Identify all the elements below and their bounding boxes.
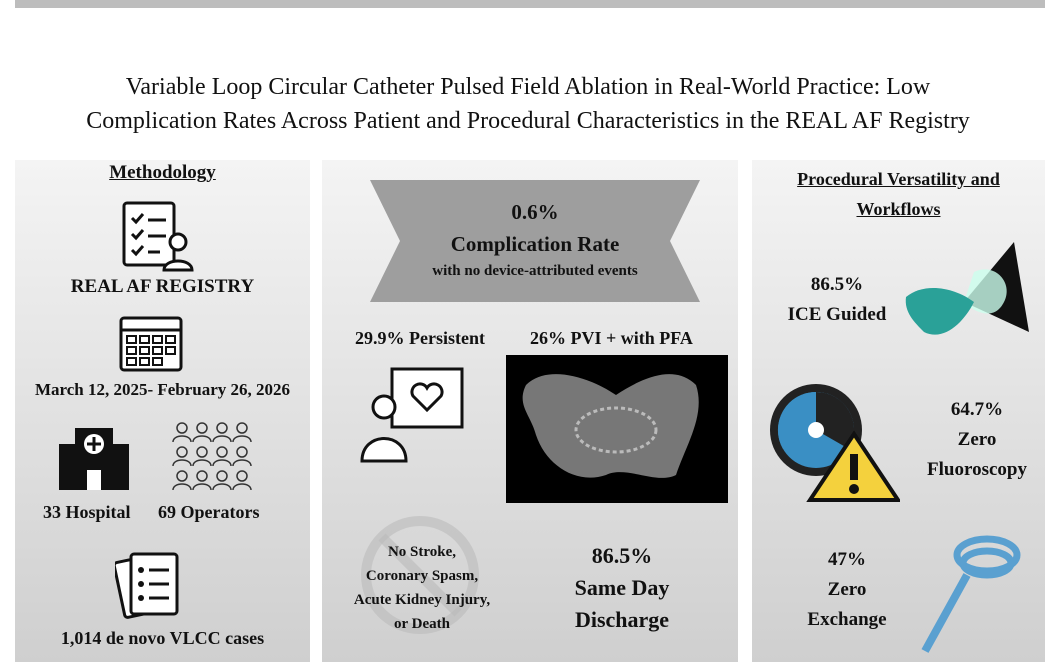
ice-label: ICE Guided <box>787 304 887 325</box>
cases-icon <box>115 552 179 619</box>
methodology-panel: Methodology REAL AF REGISTRY March 12, 2… <box>15 160 310 662</box>
versatility-panel: Procedural Versatility and Workflows 86.… <box>752 160 1045 662</box>
ice-image <box>905 242 1029 335</box>
fluoro: 64.7% Zero Fluoroscopy <box>912 395 1042 485</box>
title-line: Variable Loop Circular Catheter Pulsed F… <box>125 74 931 100</box>
calendar-icon <box>119 316 183 372</box>
catheter-icon <box>921 535 1021 653</box>
doctor-icon <box>360 367 464 463</box>
pvi: 26% PVI + with PFA <box>530 328 693 348</box>
operators-icon <box>172 422 252 491</box>
heading: Procedural Versatility and Workflows <box>752 164 1045 224</box>
exchange: 47% Zero Exchange <box>782 545 912 635</box>
title-line: Complication Rates Across Patient and Pr… <box>86 108 970 134</box>
title: Variable Loop Circular Catheter Pulsed F… <box>0 70 1056 138</box>
discharge: 86.5% Same Day Discharge <box>542 540 702 636</box>
discharge-label: Discharge <box>574 607 670 632</box>
banner <box>370 180 700 302</box>
rate-note: with no device-attributed events <box>432 263 638 279</box>
discharge-label: Same Day <box>574 575 670 600</box>
rate-block: 0.6% Complication Rate with no device-at… <box>370 196 700 282</box>
no-sign <box>361 516 479 634</box>
dates: March 12, 2025- February 26, 2026 <box>34 380 291 399</box>
persistent: 29.9% Persistent <box>355 328 485 348</box>
cases: 1,014 de novo VLCC cases <box>60 628 265 648</box>
discharge-value: 86.5% <box>591 543 653 568</box>
anatomy-map <box>506 355 728 503</box>
ice-value: 86.5% <box>810 274 864 295</box>
hospital-icon <box>59 428 129 490</box>
no-event: No Stroke, <box>387 544 457 560</box>
radiation-warning-icon <box>770 384 900 502</box>
fluoro-value: 64.7% <box>950 399 1004 420</box>
heading-line: Workflows <box>856 199 941 219</box>
exchange-label: Exchange <box>807 609 887 630</box>
operators: 69 Operators <box>158 502 260 522</box>
rate: 0.6% <box>511 200 559 224</box>
heading-line: Procedural Versatility and <box>797 169 1000 189</box>
fluoro-label: Fluoroscopy <box>927 459 1027 480</box>
checklist-icon <box>122 201 194 272</box>
ice: 86.5% ICE Guided <box>772 270 902 330</box>
no-events: No Stroke, Coronary Spasm, Acute Kidney … <box>342 540 502 636</box>
hospitals: 33 Hospital <box>43 502 131 522</box>
outcomes-panel: 0.6% Complication Rate with no device-at… <box>322 160 738 662</box>
registry: REAL AF REGISTRY <box>70 276 255 297</box>
heading: Methodology <box>109 162 216 183</box>
exchange-value: 47% <box>828 549 866 570</box>
exchange-label: Zero <box>827 579 867 600</box>
fluoro-label: Zero <box>957 429 997 450</box>
rate-label: Complication Rate <box>450 232 620 256</box>
no-event: or Death <box>394 616 450 632</box>
no-event: Acute Kidney Injury, <box>353 592 491 608</box>
top-bar <box>15 0 1045 8</box>
no-event: Coronary Spasm, <box>365 568 479 584</box>
